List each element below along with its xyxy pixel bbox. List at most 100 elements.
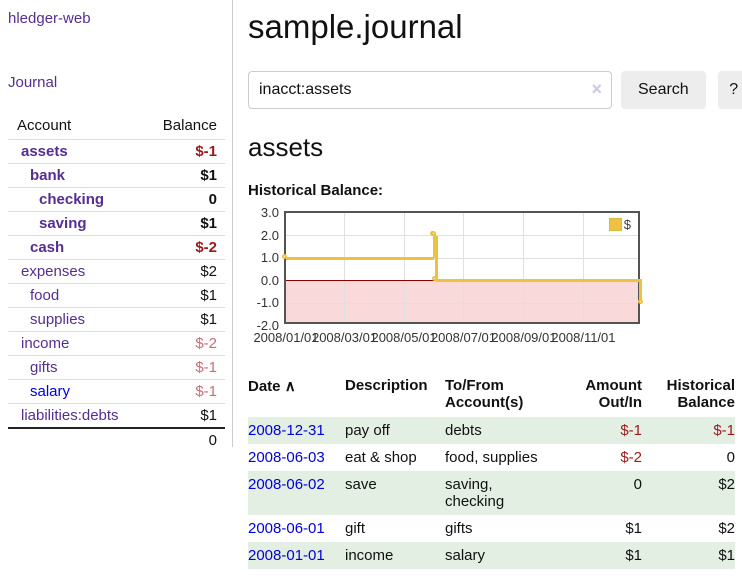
transaction-date-cell: 2008-12-31 xyxy=(248,417,345,444)
transaction-amount: 0 xyxy=(633,476,642,493)
transaction-accounts: gifts xyxy=(445,520,473,537)
account-row: income $-2 xyxy=(8,331,225,356)
account-balance: $-2 xyxy=(195,335,217,352)
register-header-description: Description xyxy=(345,377,428,394)
account-cell: salary xyxy=(8,380,147,404)
account-balance: $1 xyxy=(200,215,217,232)
transaction-row: 2008-06-02 save saving, checking 0 $2 xyxy=(248,471,735,515)
account-cell: gifts xyxy=(8,356,147,380)
account-link-cash[interactable]: cash xyxy=(30,239,65,256)
transaction-amount: $-1 xyxy=(620,422,642,439)
account-cell: cash xyxy=(8,236,147,260)
chart-title: Historical Balance: xyxy=(248,182,384,199)
transaction-date-link[interactable]: 2008-01-01 xyxy=(248,547,325,564)
account-row: checking 0 xyxy=(8,187,225,212)
transaction-amount: $1 xyxy=(625,520,642,537)
account-cell: saving xyxy=(8,212,147,236)
account-link-bank[interactable]: bank xyxy=(30,167,66,184)
transaction-amount: $-2 xyxy=(620,449,642,466)
help-button[interactable]: ? xyxy=(717,71,742,109)
chart-negative-region xyxy=(286,280,638,322)
account-cell: food xyxy=(8,284,147,308)
app-brand-link[interactable]: hledger-web xyxy=(8,10,91,27)
account-link-supplies[interactable]: supplies xyxy=(30,311,86,328)
chart-x-tick-label: 2008/03/01 xyxy=(311,330,378,345)
accounts-header-row: Account Balance xyxy=(8,114,225,140)
transaction-row: 2008-06-01 gift gifts $1 $2 xyxy=(248,515,735,542)
account-balance: $-1 xyxy=(195,383,217,400)
chart-data-point xyxy=(430,231,436,237)
chart-line-segment xyxy=(436,279,642,283)
account-link-food[interactable]: food xyxy=(30,287,60,304)
register-header-balance: Historical Balance xyxy=(666,377,735,411)
account-row: salary $-1 xyxy=(8,379,225,404)
transaction-accounts: debts xyxy=(445,422,482,439)
account-cell: checking xyxy=(8,188,147,212)
account-balance: $1 xyxy=(200,287,217,304)
chart-v-gridline xyxy=(523,213,525,322)
chart-x-tick-label: 2008/07/01 xyxy=(430,330,497,345)
chart-v-gridline xyxy=(582,213,584,322)
transaction-date-link[interactable]: 2008-06-02 xyxy=(248,476,325,493)
account-row: saving $1 xyxy=(8,211,225,236)
chart-v-gridline xyxy=(403,213,405,322)
transaction-accounts: salary xyxy=(445,547,486,564)
register-header-date[interactable]: Date ∧ xyxy=(248,375,345,417)
chart-line-segment xyxy=(432,235,436,259)
account-link-assets[interactable]: assets xyxy=(21,143,68,160)
chart-y-tick-label: -1.0 xyxy=(256,295,279,311)
account-balance: $-1 xyxy=(195,143,217,160)
transaction-accounts: food, supplies xyxy=(445,449,538,466)
transaction-row: 2008-01-01 income salary $1 $1 xyxy=(248,542,735,569)
search-button[interactable]: Search xyxy=(621,71,706,109)
account-link-salary[interactable]: salary xyxy=(30,383,71,400)
account-link-gifts[interactable]: gifts xyxy=(30,359,58,376)
account-cell: bank xyxy=(8,164,147,188)
transaction-date-link[interactable]: 2008-12-31 xyxy=(248,422,325,439)
clear-search-icon[interactable]: × xyxy=(591,79,602,99)
historical-balance-chart: $ 3.0 2.0 1.0 0.0 -1.0 -2.0 2008/01/01 2008/03/… xyxy=(248,205,742,349)
accounts-header-balance: Balance xyxy=(162,117,217,134)
transaction-date-cell: 2008-06-02 xyxy=(248,471,345,515)
register-header-amount: Amount Out/In xyxy=(585,377,642,411)
account-link-income[interactable]: income xyxy=(21,335,70,352)
account-link-checking[interactable]: checking xyxy=(39,191,105,208)
transaction-row: 2008-06-03 eat & shop food, supplies $-2 0 xyxy=(248,444,735,471)
chart-y-tick-label: -2.0 xyxy=(256,318,279,333)
chart-line-segment xyxy=(639,280,642,304)
account-row: expenses $2 xyxy=(8,259,225,284)
transaction-date-link[interactable]: 2008-06-01 xyxy=(248,520,325,537)
legend-swatch xyxy=(608,218,622,231)
transaction-date-cell: 2008-06-01 xyxy=(248,515,345,542)
register-table: Date ∧ Description To/From Account(s) Am… xyxy=(248,375,735,569)
account-link-expenses[interactable]: expenses xyxy=(21,263,86,280)
chart-plot-area: $ xyxy=(281,211,643,324)
chart-h-gridline xyxy=(286,257,638,259)
account-row: assets $-1 xyxy=(8,139,225,164)
account-row: cash $-2 xyxy=(8,235,225,260)
transaction-description: pay off xyxy=(345,422,390,439)
chart-v-gridline xyxy=(344,213,346,322)
account-row: gifts $-1 xyxy=(8,355,225,380)
transaction-description: save xyxy=(345,476,377,493)
chart-h-gridline xyxy=(286,302,638,304)
transaction-balance: $2 xyxy=(718,520,735,537)
account-row: liabilities:debts $1 xyxy=(8,403,225,429)
search-input[interactable] xyxy=(248,71,612,109)
page-title: sample.journal xyxy=(248,8,463,45)
transaction-date-link[interactable]: 2008-06-03 xyxy=(248,449,325,466)
chart-x-tick-label: 2008/01/01 xyxy=(253,330,319,345)
account-link-saving[interactable]: saving xyxy=(39,215,87,232)
transaction-amount: $1 xyxy=(625,547,642,564)
account-link-liabilities-debts[interactable]: liabilities:debts xyxy=(21,407,119,424)
transaction-date-cell: 2008-01-01 xyxy=(248,542,345,569)
transaction-balance: $2 xyxy=(718,476,735,493)
chart-h-gridline xyxy=(286,235,638,237)
register-table-body: 2008-12-31 pay off debts $-1 $-1 2008-06-03 ea… xyxy=(248,417,735,569)
account-heading: assets xyxy=(248,132,324,162)
transaction-description: eat & shop xyxy=(345,449,417,466)
account-cell: liabilities:debts xyxy=(8,404,147,429)
chart-line-segment xyxy=(434,235,438,281)
transaction-date-cell: 2008-06-03 xyxy=(248,444,345,471)
sidebar-item-journal[interactable]: Journal xyxy=(8,74,58,91)
